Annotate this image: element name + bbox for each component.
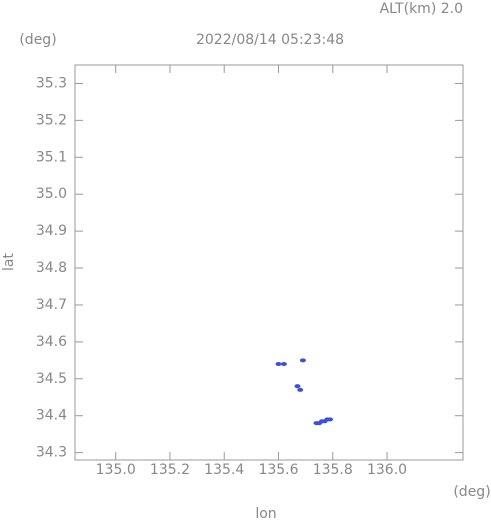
- y-tick-label: 34.4: [36, 408, 67, 424]
- point: [297, 387, 304, 392]
- point: [299, 358, 306, 363]
- point: [294, 384, 301, 389]
- point: [275, 362, 282, 367]
- y-tick-label: 34.5: [36, 371, 67, 387]
- y-tick-label: 34.6: [36, 334, 67, 350]
- x-tick-label: 135.2: [150, 462, 190, 478]
- point: [327, 417, 334, 422]
- y-axis-label: lat: [1, 253, 17, 271]
- y-tick-label: 35.0: [36, 186, 67, 202]
- chart-subtitle: ALT(km) 2.0: [380, 1, 463, 17]
- x-unit: (deg): [453, 484, 490, 500]
- y-tick-label: 34.3: [36, 445, 67, 461]
- chart-title: 2022/08/14 05:23:48: [196, 32, 344, 48]
- y-tick-label: 34.8: [36, 260, 67, 276]
- x-tick-label: 136.0: [367, 462, 407, 478]
- point: [280, 362, 287, 367]
- y-tick-label: 35.3: [36, 75, 67, 91]
- y-tick-label: 34.9: [36, 223, 67, 239]
- x-axis-label: lon: [255, 506, 276, 521]
- x-tick-label: 135.0: [96, 462, 136, 478]
- plot-frame: [74, 64, 464, 461]
- y-tick-label: 35.1: [36, 149, 67, 165]
- x-tick-label: 135.4: [204, 462, 244, 478]
- y-tick-label: 34.7: [36, 297, 67, 313]
- x-tick-label: 135.8: [313, 462, 353, 478]
- y-tick-label: 35.2: [36, 112, 67, 128]
- x-tick-label: 135.6: [258, 462, 298, 478]
- y-unit: (deg): [19, 32, 56, 48]
